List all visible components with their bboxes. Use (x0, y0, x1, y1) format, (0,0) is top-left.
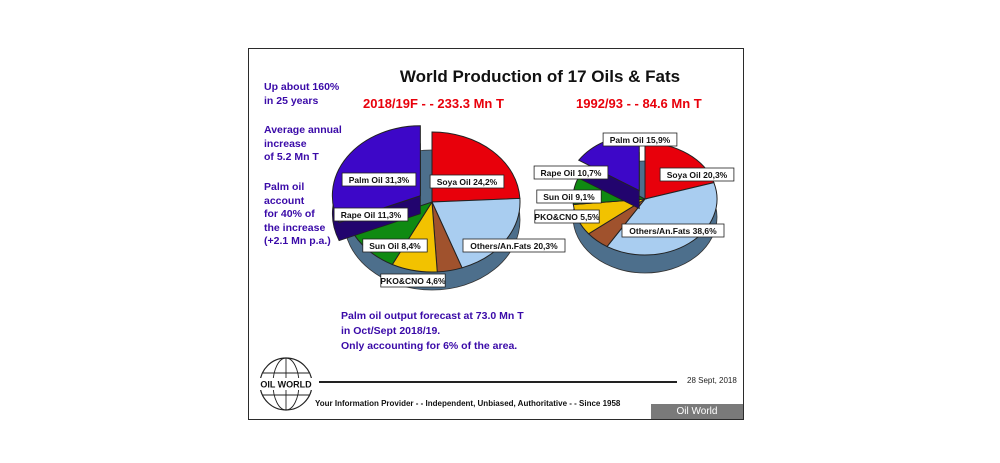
pie-label-text: Sun Oil 9,1% (543, 192, 595, 202)
pie-label-text: Soya Oil 24,2% (437, 177, 498, 187)
pie-label-text: PKO&CNO 5,5% (534, 212, 600, 222)
pie-label: Others/An.Fats 20,3% (462, 238, 566, 253)
pie-label-text: Palm Oil 31,3% (349, 175, 410, 185)
chart-title: World Production of 17 Oils & Fats (399, 67, 681, 86)
pie-label: Palm Oil 15,9% (602, 132, 678, 147)
side-note-growth: Up about 160% in 25 years (264, 81, 339, 108)
pie-label: Sun Oil 8,4% (362, 238, 428, 253)
tagline: Your Information Provider - - Independen… (315, 399, 621, 408)
side-note-line: Average annual (264, 124, 342, 136)
pie-label-text: Palm Oil 15,9% (610, 135, 671, 145)
bottom-note-line: Only accounting for 6% of the area. (341, 340, 518, 352)
pie-label: Sun Oil 9,1% (536, 189, 602, 204)
pie-label: PKO&CNO 5,5% (534, 209, 600, 224)
pie-label: Soya Oil 20,3% (659, 167, 735, 182)
brand-badge: Oil World (651, 404, 743, 419)
pie-label: PKO&CNO 4,6% (380, 273, 446, 288)
pie-label: Rape Oil 10,7% (533, 165, 609, 180)
pie-slice-soya-oil (431, 131, 521, 203)
oil-world-logo: OIL WORLD (257, 357, 315, 411)
logo-text: OIL WORLD (260, 380, 312, 390)
side-note-palm: Palm oil account for 40% of the increase… (264, 181, 331, 249)
date-stamp: 28 Sept, 2018 (687, 376, 737, 385)
pie-chart-2018-19: Soya Oil 24,2% Others/An.Fats 20,3% PKO&CN… (331, 125, 566, 291)
pie-label: Soya Oil 24,2% (429, 174, 505, 189)
pie-label-text: Rape Oil 10,7% (541, 168, 602, 178)
right-pie-subtitle: 1992/93 - - 84.6 Mn T (576, 96, 702, 111)
pie-label-text: Rape Oil 11,3% (341, 210, 402, 220)
pie-label-text: Sun Oil 8,4% (369, 241, 421, 251)
bottom-note: Palm oil output forecast at 73.0 Mn T in… (341, 309, 524, 354)
side-note-line: Up about 160% (264, 81, 340, 93)
side-note-line: increase (264, 137, 307, 150)
side-note-line: Palm oil (264, 181, 305, 193)
side-note-average: Average annual increase of 5.2 Mn T (264, 124, 342, 165)
pie-label: Others/An.Fats 38,6% (621, 223, 725, 238)
bottom-note-line: in Oct/Sept 2018/19. (341, 325, 441, 337)
pie-label-text: Soya Oil 20,3% (667, 170, 728, 180)
left-pie-subtitle: 2018/19F - - 233.3 Mn T (363, 96, 504, 111)
side-note-line: for 40% of (264, 208, 315, 220)
pie-label-text: Others/An.Fats 20,3% (470, 241, 558, 251)
pie-label: Palm Oil 31,3% (341, 172, 417, 187)
slide: World Production of 17 Oils & Fats 2018/… (248, 48, 744, 420)
side-note-line: in 25 years (264, 94, 319, 107)
pie-label-text: Others/An.Fats 38,6% (629, 226, 717, 236)
footer-divider (319, 381, 677, 383)
side-note-line: account (264, 194, 305, 207)
side-note-line: the increase (264, 221, 326, 234)
bottom-note-line: Palm oil output forecast at 73.0 Mn T (341, 310, 524, 322)
pie-charts: Soya Oil 24,2% Others/An.Fats 20,3% PKO&CN… (331, 125, 735, 291)
pie-label: Rape Oil 11,3% (333, 207, 409, 222)
pie-label-text: PKO&CNO 4,6% (380, 276, 446, 286)
side-note-line: (+2.1 Mn p.a.) (264, 235, 331, 247)
side-note-line: of 5.2 Mn T (264, 151, 319, 163)
pie-chart-1992-93: Soya Oil 20,3% Others/An.Fats 38,6% PKO&CN… (533, 132, 735, 274)
